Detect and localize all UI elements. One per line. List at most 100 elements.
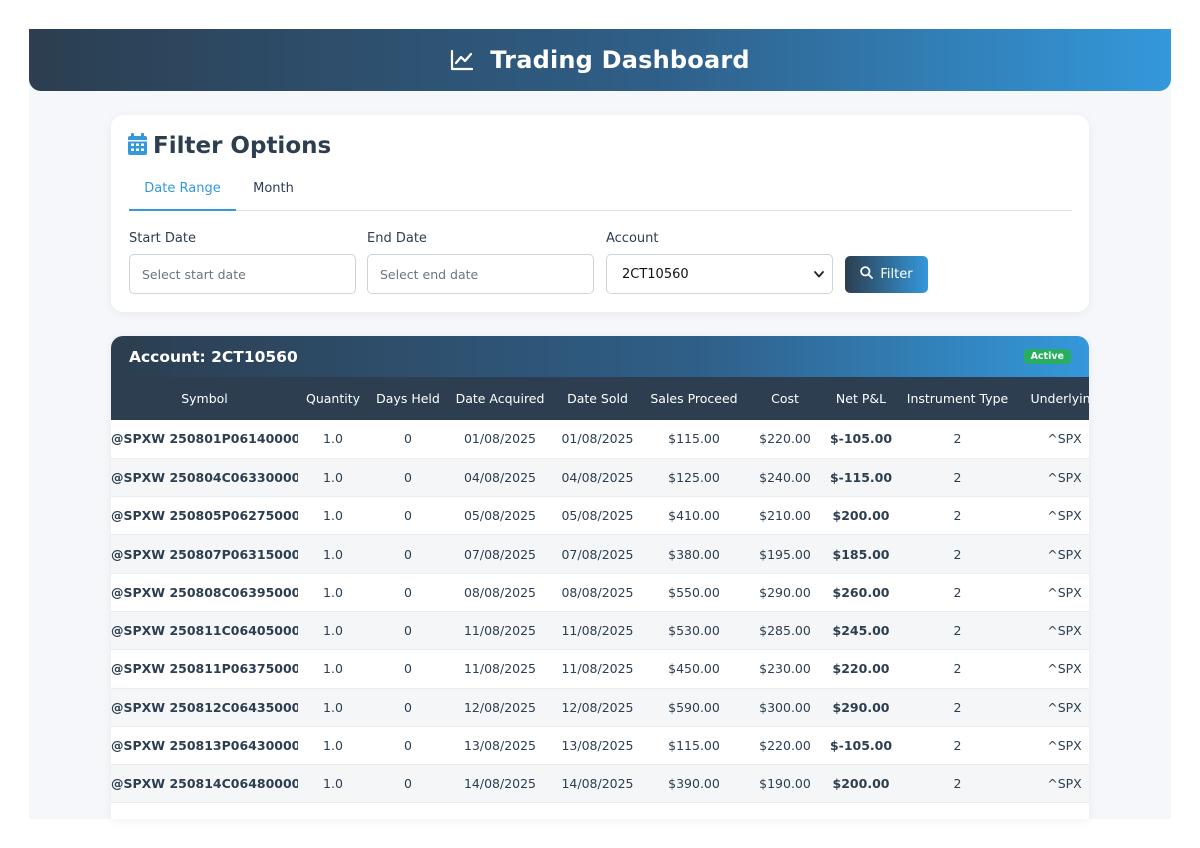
start-date-input[interactable] [129,254,356,294]
cell-underlying: ^SPX [1018,420,1089,459]
cell-sales-proceed: $380.00 [643,534,745,574]
cell-date-sold: 11/08/2025 [552,649,643,689]
cell-instrument-type: 2 [897,420,1018,459]
cell-symbol: @SPXW 250805P06275000 [111,496,298,536]
cell-sales-proceed: $450.00 [643,649,745,689]
cell-days-held: 0 [368,534,448,574]
table-row[interactable]: @SPXW 250805P06275000 1.0 0 05/08/2025 05/08… [111,496,1089,536]
cell-net-pnl: $-105.00 [825,726,897,766]
cell-sales-proceed: $410.00 [643,496,745,536]
cell-date-sold: 04/08/2025 [552,458,643,498]
column-header-quantity: Quantity [298,377,368,420]
cell-net-pnl: $-105.00 [825,420,897,459]
filter-card: Filter Options Date Range Month Start Da… [111,115,1089,312]
cell-instrument-type: 2 [897,496,1018,536]
table-row[interactable]: @SPXW 250811C06405000 1.0 0 11/08/2025 11/08… [111,611,1089,651]
cell-days-held: 0 [368,649,448,689]
table-row[interactable]: @SPXW 250812C06435000 1.0 0 12/08/2025 12/08… [111,688,1089,727]
cell-days-held: 0 [368,688,448,727]
table-row[interactable]: @SPXW 250807P06315000 1.0 0 07/08/2025 07/08… [111,534,1089,574]
cell-quantity: 1.0 [298,534,368,574]
cell-quantity: 1.0 [298,496,368,536]
cell-symbol: @SPXW 250808C06395000 [111,573,298,612]
cell-symbol: @SPXW 250801P06140000 [111,420,298,459]
cell-instrument-type: 2 [897,764,1018,804]
column-header-instrument-type: Instrument Type [897,377,1018,420]
filter-tabs: Date Range Month [129,171,1072,211]
calendar-icon [128,133,147,159]
cell-quantity: 1.0 [298,573,368,612]
cell-sales-proceed: $530.00 [643,611,745,651]
cell-date-acquired: 13/08/2025 [448,726,552,766]
cell-underlying: ^SPX [1018,649,1089,689]
cell-symbol: @SPXW 250812C06435000 [111,688,298,727]
chart-line-icon [450,49,474,71]
table-row[interactable]: @SPXW 250814C06480000 1.0 0 14/08/2025 14/08… [111,764,1089,804]
cell-date-sold: 07/08/2025 [552,534,643,574]
cell-date-sold: 08/08/2025 [552,573,643,612]
account-select[interactable]: 2CT10560 [606,254,833,294]
cell-days-held: 0 [368,496,448,536]
column-header-date-acquired: Date Acquired [448,377,552,420]
cell-symbol: @SPXW 250807P06315000 [111,534,298,574]
table-row[interactable]: @SPXW 250801P06140000 1.0 0 01/08/2025 01/08… [111,420,1089,459]
cell-net-pnl: $290.00 [825,688,897,727]
column-header-net-pnl: Net P&L [825,377,897,420]
cell-net-pnl: $220.00 [825,649,897,689]
table-row[interactable]: @SPXW 250804C06330000 1.0 0 04/08/2025 04/08… [111,458,1089,498]
table-row[interactable]: @SPXW 250808C06395000 1.0 0 08/08/2025 08/08… [111,573,1089,612]
cell-quantity: 1.0 [298,764,368,804]
results-card: Account: 2CT10560 Active Symbol Quantity D… [111,336,1089,819]
cell-sales-proceed: $125.00 [643,458,745,498]
cell-symbol: @SPXW 250811P06375000 [111,649,298,689]
cell-date-acquired: 05/08/2025 [448,496,552,536]
cell-instrument-type: 2 [897,611,1018,651]
cell-underlying: ^SPX [1018,688,1089,727]
cell-date-acquired: 11/08/2025 [448,649,552,689]
cell-cost: $220.00 [745,420,825,459]
cell-date-sold: 11/08/2025 [552,611,643,651]
cell-cost: $240.00 [745,458,825,498]
table-row[interactable]: @SPXW 250813P06430000 1.0 0 13/08/2025 13/08… [111,726,1089,766]
account-label: Account [606,231,659,246]
account-select-value: 2CT10560 [622,266,689,282]
status-badge: Active [1023,349,1071,364]
cell-cost: $220.00 [745,726,825,766]
cell-net-pnl: $185.00 [825,534,897,574]
cell-underlying: ^SPX [1018,726,1089,766]
filter-button[interactable]: Filter [845,256,928,293]
table-row[interactable]: @SPXW 250811P06375000 1.0 0 11/08/2025 11/08… [111,649,1089,689]
cell-cost: $300.00 [745,688,825,727]
cell-cost: $195.00 [745,534,825,574]
cell-instrument-type: 2 [897,573,1018,612]
cell-underlying: ^SPX [1018,534,1089,574]
cell-days-held: 0 [368,458,448,498]
cell-sales-proceed: $115.00 [643,726,745,766]
chevron-down-icon [814,267,824,282]
cell-date-acquired: 01/08/2025 [448,420,552,459]
end-date-label: End Date [367,231,427,246]
page-title: Trading Dashboard [490,46,750,74]
cell-instrument-type: 2 [897,534,1018,574]
cell-net-pnl: $-115.00 [825,458,897,498]
end-date-input[interactable] [367,254,594,294]
cell-cost: $230.00 [745,649,825,689]
cell-underlying: ^SPX [1018,611,1089,651]
trades-table: Symbol Quantity Days Held Date Acquired Date… [111,377,1089,804]
cell-sales-proceed: $115.00 [643,420,745,459]
results-header: Account: 2CT10560 Active [111,336,1089,377]
cell-cost: $190.00 [745,764,825,804]
cell-date-acquired: 04/08/2025 [448,458,552,498]
tab-date-range[interactable]: Date Range [129,171,236,211]
cell-date-sold: 14/08/2025 [552,764,643,804]
cell-net-pnl: $200.00 [825,764,897,804]
cell-quantity: 1.0 [298,726,368,766]
column-header-sales-proceed: Sales Proceed [643,377,745,420]
filter-heading: Filter Options [128,133,331,159]
cell-cost: $285.00 [745,611,825,651]
cell-underlying: ^SPX [1018,764,1089,804]
tab-month[interactable]: Month [253,181,294,196]
filter-button-label: Filter [880,267,913,282]
cell-net-pnl: $200.00 [825,496,897,536]
cell-symbol: @SPXW 250813P06430000 [111,726,298,766]
